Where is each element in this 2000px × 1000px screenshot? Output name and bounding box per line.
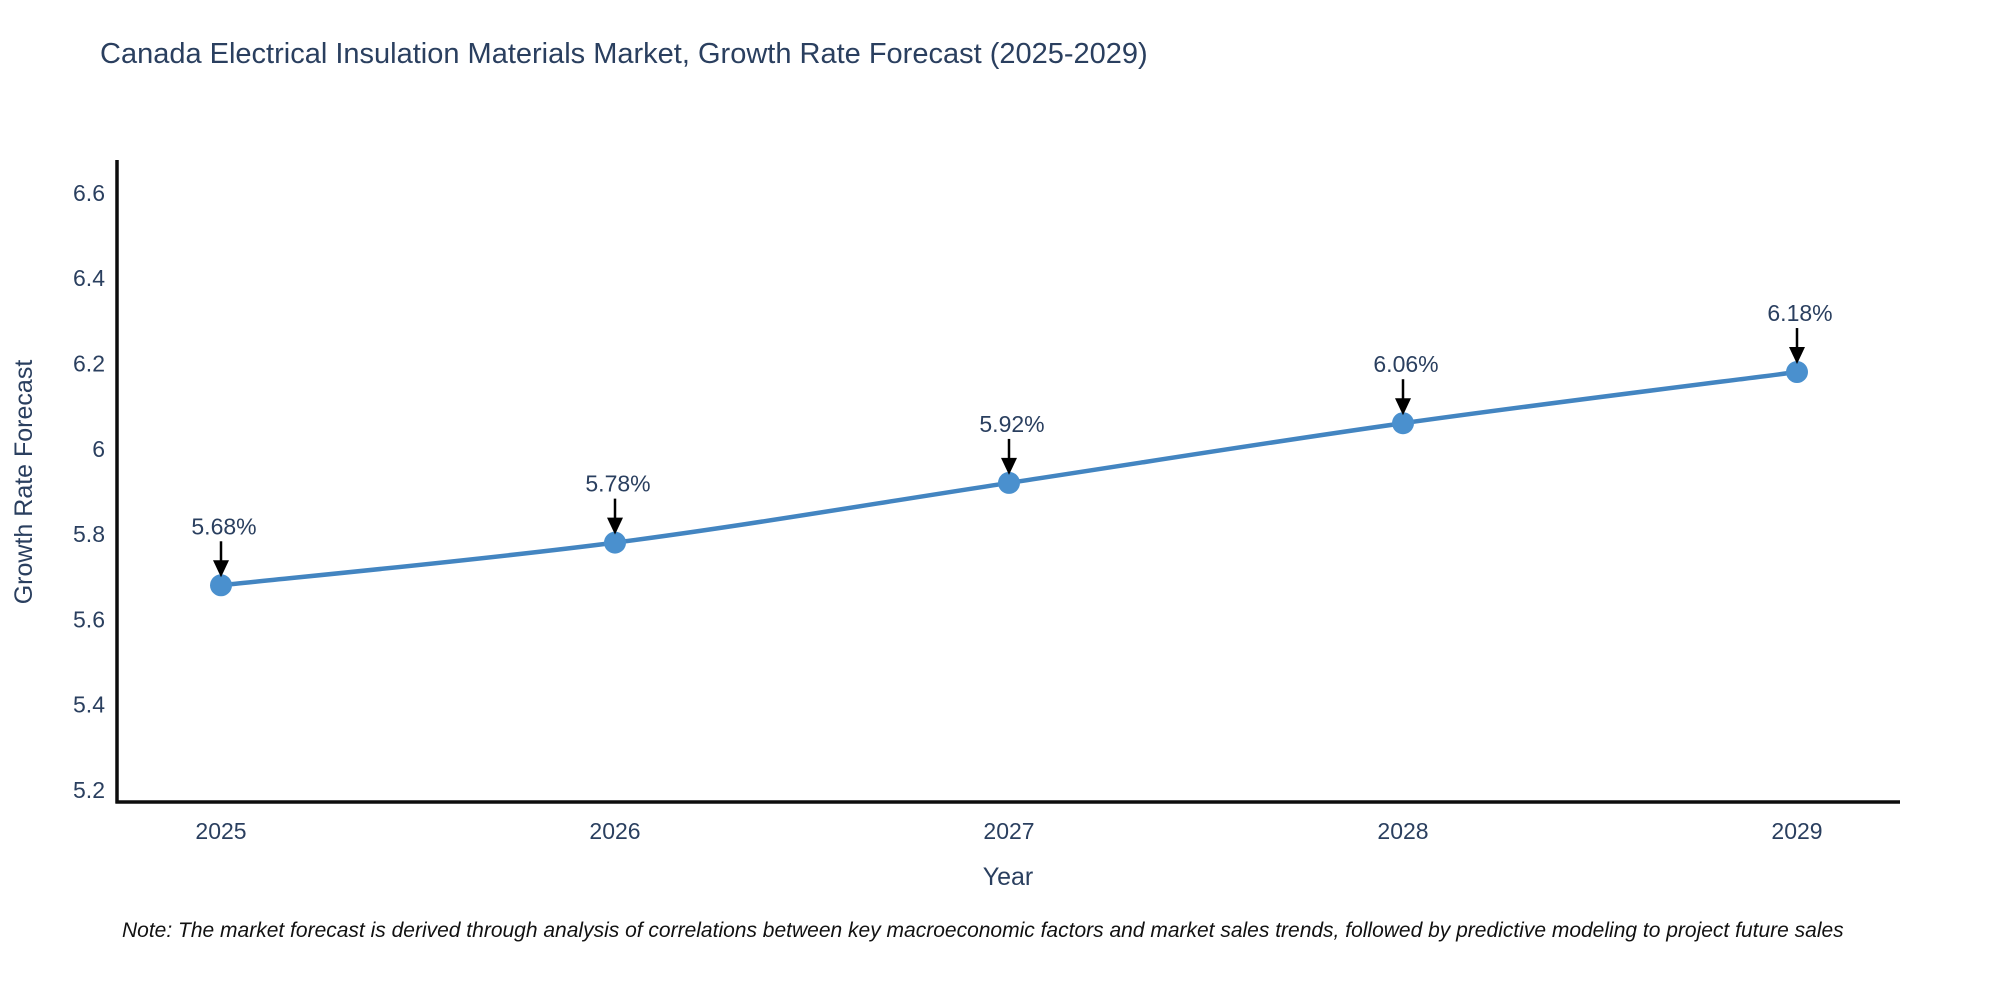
- data-point-marker[interactable]: [604, 531, 626, 554]
- point-value-label: 5.92%: [979, 411, 1044, 437]
- x-tick-label: 2026: [589, 818, 640, 844]
- y-tick-label: 5.2: [73, 777, 105, 803]
- annotation-arrowhead-icon: [1395, 398, 1411, 416]
- annotation-arrowhead-icon: [1789, 347, 1805, 365]
- annotation-arrowhead-icon: [607, 517, 623, 535]
- point-value-label: 6.06%: [1373, 351, 1438, 377]
- chart-title: Canada Electrical Insulation Materials M…: [100, 38, 1148, 70]
- point-value-label: 6.18%: [1767, 300, 1832, 326]
- y-tick-label: 5.8: [73, 521, 105, 547]
- data-point-marker[interactable]: [210, 574, 232, 597]
- y-tick-label: 5.4: [73, 692, 105, 718]
- y-tick-label: 6.4: [73, 265, 105, 291]
- y-axis-tick-labels: 5.2 5.4 5.6 5.8 6 6.2 6.4 6.6: [73, 180, 105, 803]
- data-point-marker[interactable]: [1392, 412, 1414, 435]
- x-axis-title: Year: [983, 863, 1034, 891]
- point-value-label: 5.68%: [191, 513, 256, 539]
- x-tick-label: 2025: [195, 818, 246, 844]
- y-tick-label: 6.2: [73, 351, 105, 377]
- footnote: Note: The market forecast is derived thr…: [122, 919, 1844, 942]
- x-tick-label: 2029: [1771, 818, 1822, 844]
- annotation-arrowhead-icon: [1001, 457, 1017, 475]
- data-point-marker[interactable]: [998, 471, 1020, 494]
- y-tick-label: 6: [92, 436, 105, 462]
- point-value-label: 5.78%: [585, 471, 650, 497]
- annotation-arrowhead-icon: [213, 560, 229, 578]
- y-tick-label: 6.6: [73, 180, 105, 206]
- axis-titles: Year Growth Rate Forecast: [10, 360, 1033, 891]
- y-tick-label: 5.6: [73, 606, 105, 632]
- axes: [115, 160, 1900, 804]
- x-tick-label: 2028: [1377, 818, 1428, 844]
- point-annotations: 5.68% 5.78% 5.92% 6.06% 6.18%: [191, 300, 1833, 578]
- data-point-markers: [210, 361, 1808, 597]
- data-point-marker[interactable]: [1786, 361, 1808, 384]
- x-axis-tick-labels: 2025 2026 2027 2028 2029: [195, 818, 1822, 844]
- y-axis-title: Growth Rate Forecast: [10, 360, 38, 605]
- x-tick-label: 2027: [983, 818, 1034, 844]
